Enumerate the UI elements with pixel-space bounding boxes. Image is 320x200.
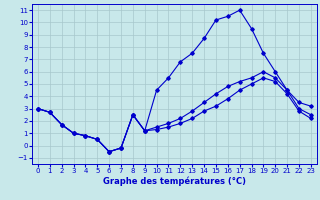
X-axis label: Graphe des températures (°C): Graphe des températures (°C) bbox=[103, 177, 246, 186]
